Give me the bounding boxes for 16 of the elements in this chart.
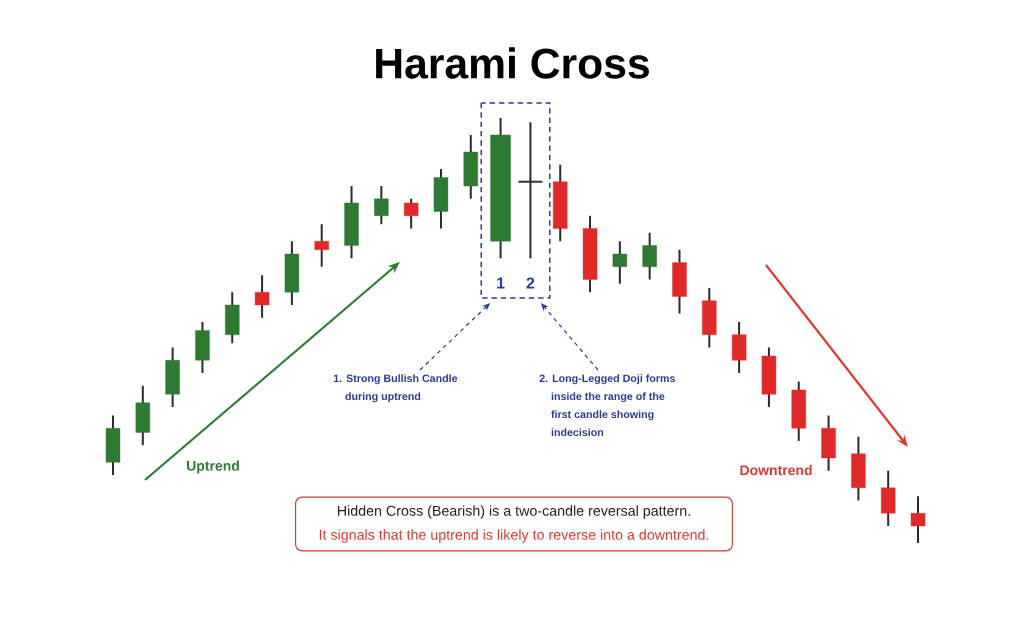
annotation: Hidden Cross (Bearish) is a two-candle reversal pattern. (337, 505, 690, 519)
annotation: 1. Strong Bullish Candle during uptrend (333, 374, 458, 403)
candlestick (374, 185, 389, 226)
candlestick (403, 197, 419, 230)
annotation: Downtrend (740, 464, 812, 476)
candlestick (642, 231, 657, 281)
candlestick (910, 495, 926, 544)
candlestick (254, 274, 270, 319)
annotation: It signals that the uptrend is likely to reverse into a downtrend. (319, 529, 709, 543)
candlestick (612, 240, 628, 285)
x-tick-label: 2 (526, 277, 535, 289)
candlestick (314, 223, 329, 268)
annotation: Uptrend (187, 460, 239, 474)
x-tick-label: 1 (497, 277, 505, 289)
annotation: 2. Long-Legged Doji forms inside the range of the first candle showing indecision (539, 374, 675, 437)
chart-title: Harami Cross (376, 47, 649, 79)
